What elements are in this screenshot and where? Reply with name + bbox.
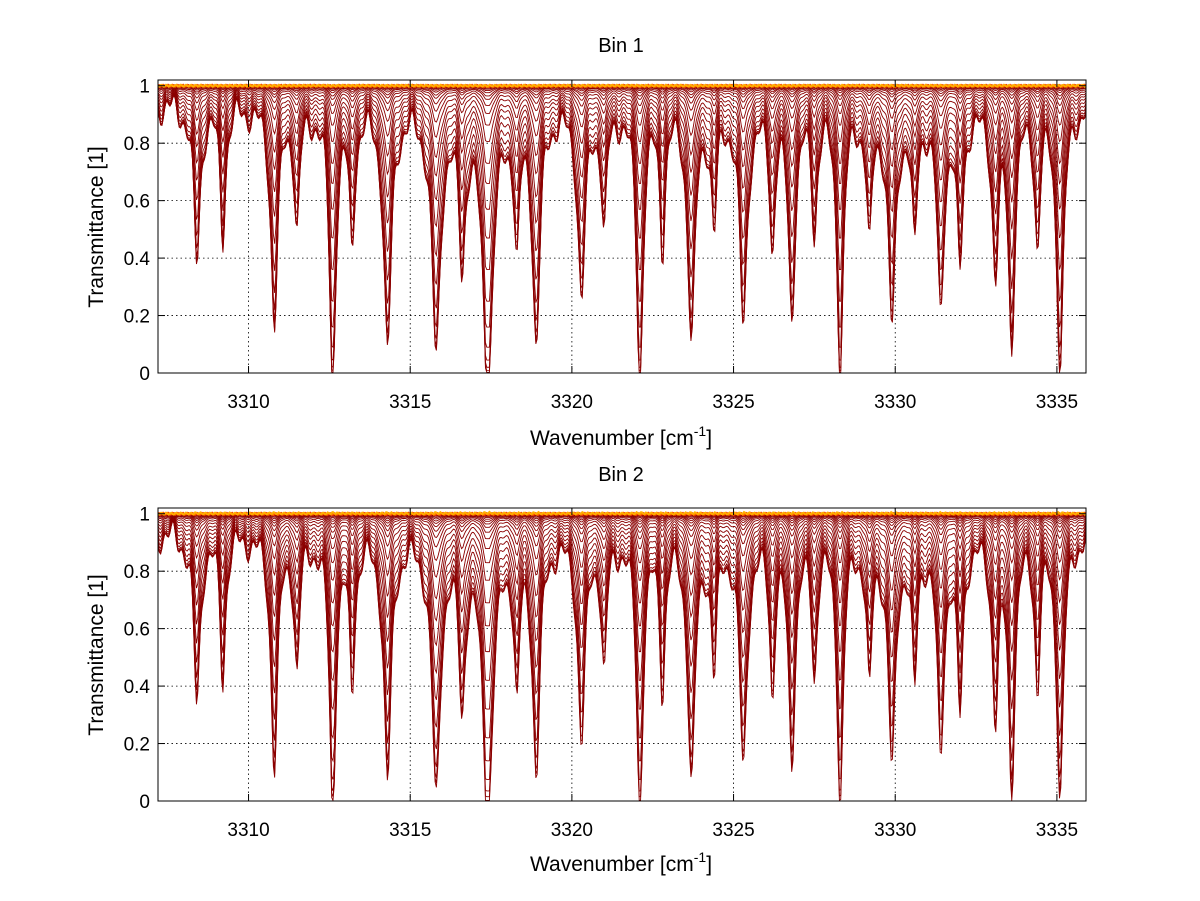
x-axis-label: Wavenumber [cm-1] <box>530 423 712 450</box>
series-line <box>158 85 1086 100</box>
x-axis-label-superscript: -1 <box>694 423 707 439</box>
series-line <box>158 92 1086 328</box>
series-line <box>158 87 1086 165</box>
y-tick-label: 0.4 <box>124 249 151 270</box>
series-line <box>158 88 1086 185</box>
series-line <box>158 515 1086 604</box>
series-line <box>158 513 1086 540</box>
x-axis-label: Wavenumber [cm-1] <box>530 849 712 876</box>
series-line <box>158 513 1086 528</box>
x-tick-label: 3320 <box>551 820 593 841</box>
series-line <box>158 93 1086 349</box>
chart-title: Bin 2 <box>598 464 644 486</box>
x-tick-label: 3320 <box>551 392 593 413</box>
series-line <box>158 516 1086 627</box>
y-tick-label: 1 <box>139 505 150 526</box>
series-line <box>158 91 1086 302</box>
x-tick-label: 3335 <box>1036 820 1078 841</box>
series-line <box>158 517 1086 682</box>
y-tick-label: 0.4 <box>124 677 151 698</box>
series-line <box>158 89 1086 210</box>
x-axis-label-superscript: -1 <box>694 849 707 865</box>
chart-title: Bin 1 <box>598 35 644 57</box>
series-line <box>158 86 1086 126</box>
subplot-bin-2: Bin 2 3310 3315 3320 3325 3330 3335 0 0.2 0.4 0.6… <box>85 464 1087 876</box>
x-tick-label: 3315 <box>389 820 431 841</box>
series-line <box>158 514 1086 564</box>
y-tick-label: 0.2 <box>124 735 150 756</box>
series-line <box>158 83 1086 89</box>
x-tick-label: 3335 <box>1036 392 1078 413</box>
x-axis-label-end: ] <box>706 853 712 876</box>
x-tick-label: 3310 <box>227 392 269 413</box>
y-tick-label: 0 <box>139 792 150 813</box>
y-tick-label: 0 <box>139 364 150 385</box>
x-tick-label: 3330 <box>874 392 916 413</box>
series-line <box>158 510 1086 516</box>
y-axis-label: Transmittance [1] <box>85 574 108 735</box>
y-tick-label: 0.8 <box>124 134 150 155</box>
series-line <box>158 519 1086 780</box>
subplot-bin-1: Bin 1 3310 3315 3320 3325 3330 3335 0 0.2 0.4 0.6… <box>85 35 1087 450</box>
series-line <box>158 514 1086 582</box>
y-tick-label: 1 <box>139 77 150 98</box>
x-axis-label-main: Wavenumber [cm <box>530 853 694 876</box>
series-line <box>158 514 1086 550</box>
series-line <box>158 519 1086 763</box>
axis-ticks: 3310 3315 3320 3325 3330 3335 0 0.2 0.4 0.6 0.8 1 <box>124 77 1086 413</box>
axes-box <box>157 507 1087 802</box>
x-tick-label: 3315 <box>389 392 431 413</box>
series-lines <box>158 510 1086 801</box>
y-tick-label: 0.6 <box>124 192 150 213</box>
series-line <box>158 90 1086 239</box>
y-axis-label: Transmittance [1] <box>85 146 108 307</box>
y-tick-label: 0.6 <box>124 620 150 641</box>
x-tick-label: 3310 <box>227 820 269 841</box>
y-tick-label: 0.8 <box>124 562 150 583</box>
series-line <box>158 517 1086 711</box>
series-line <box>158 518 1086 740</box>
y-tick-label: 0.2 <box>124 307 150 328</box>
series-line <box>158 513 1086 533</box>
series-line <box>158 87 1086 143</box>
series-line <box>158 516 1086 653</box>
series-line <box>158 85 1086 106</box>
x-tick-label: 3330 <box>874 820 916 841</box>
x-axis-label-end: ] <box>706 427 712 450</box>
series-lines <box>158 83 1086 373</box>
x-tick-label: 3325 <box>712 392 754 413</box>
series-line <box>158 86 1086 115</box>
series-line <box>158 90 1086 271</box>
x-axis-label-main: Wavenumber [cm <box>530 427 694 450</box>
axes-box <box>157 79 1087 374</box>
axis-ticks: 3310 3315 3320 3325 3330 3335 0 0.2 0.4 0.6 0.8 1 <box>124 505 1086 841</box>
x-tick-label: 3325 <box>712 820 754 841</box>
